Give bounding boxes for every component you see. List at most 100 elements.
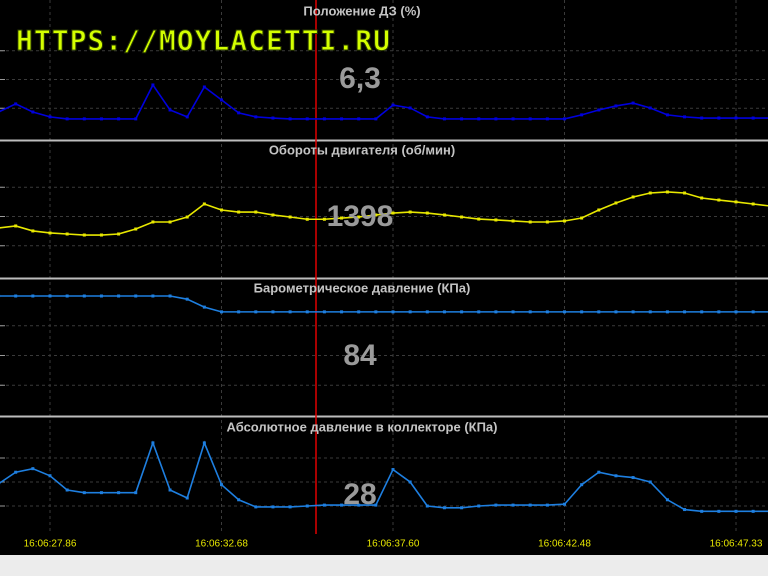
data-point: [185, 215, 189, 219]
cursor-readout: 6,3: [339, 62, 381, 95]
data-point: [442, 213, 446, 217]
data-point: [340, 216, 344, 220]
panel-title: Барометрическое давление (КПа): [254, 280, 471, 295]
data-point: [631, 101, 635, 105]
data-point: [563, 117, 566, 121]
data-point: [271, 310, 275, 314]
data-point: [202, 441, 206, 445]
data-point: [442, 310, 446, 314]
data-point: [528, 220, 532, 224]
data-point: [14, 224, 18, 228]
x-tick-label: 16:06:32.68: [195, 539, 248, 550]
data-point: [700, 196, 704, 200]
data-point: [288, 215, 292, 219]
data-point: [597, 310, 601, 314]
data-point: [117, 491, 121, 495]
data-point: [683, 508, 687, 512]
data-point: [14, 102, 18, 106]
data-point: [614, 104, 618, 108]
data-point: [220, 310, 223, 314]
data-point: [425, 115, 429, 119]
data-point: [563, 502, 566, 506]
data-point: [340, 117, 344, 121]
data-point: [288, 310, 292, 314]
data-point: [271, 116, 275, 120]
data-point: [322, 310, 326, 314]
data-point: [442, 117, 446, 121]
data-point: [117, 117, 121, 121]
data-point: [202, 202, 206, 206]
data-point: [322, 217, 326, 221]
data-point: [31, 229, 35, 233]
data-point: [48, 294, 52, 298]
data-point: [648, 480, 652, 484]
data-point: [237, 210, 241, 214]
data-point: [168, 294, 172, 298]
data-point: [31, 110, 35, 114]
data-point: [751, 116, 755, 120]
data-point: [614, 201, 618, 205]
data-point: [65, 294, 69, 298]
data-point: [717, 310, 721, 314]
data-point: [391, 468, 395, 472]
data-point: [665, 310, 669, 314]
x-tick-label: 16:06:47.33: [710, 539, 763, 550]
data-point: [254, 115, 258, 119]
data-point: [665, 190, 669, 194]
data-point: [202, 85, 206, 89]
data-point: [700, 116, 704, 120]
data-point: [425, 211, 429, 215]
cursor-readout: 84: [343, 339, 377, 372]
data-point: [220, 208, 223, 212]
data-point: [168, 220, 172, 224]
data-point: [254, 310, 258, 314]
data-point: [14, 294, 18, 298]
data-point: [717, 198, 721, 202]
x-tick-label: 16:06:42.48: [538, 539, 591, 550]
data-point: [134, 227, 138, 231]
data-point: [48, 115, 52, 119]
data-point: [648, 310, 652, 314]
data-point: [151, 441, 155, 445]
data-point: [322, 503, 326, 507]
data-point: [288, 505, 292, 509]
data-point: [545, 310, 549, 314]
panel-title: Положение ДЗ (%): [303, 3, 420, 18]
data-point: [563, 219, 566, 223]
data-point: [185, 297, 189, 301]
data-point: [597, 208, 601, 212]
data-point: [683, 191, 687, 195]
data-point: [151, 294, 155, 298]
data-point: [460, 215, 464, 219]
data-point: [631, 476, 635, 480]
data-point: [717, 509, 721, 513]
data-point: [254, 210, 258, 214]
data-point: [305, 310, 309, 314]
data-point: [683, 115, 687, 119]
data-point: [580, 216, 584, 220]
data-point: [528, 503, 532, 507]
data-point: [700, 310, 704, 314]
data-point: [751, 509, 755, 513]
data-point: [477, 117, 481, 121]
data-point: [734, 509, 738, 513]
data-point: [580, 483, 584, 487]
data-point: [340, 503, 344, 507]
data-point: [168, 108, 172, 112]
data-point: [700, 509, 704, 513]
data-point: [65, 117, 69, 121]
data-point: [168, 488, 172, 492]
data-point: [237, 310, 241, 314]
status-strip: [0, 555, 768, 576]
data-point: [185, 496, 189, 500]
data-point: [545, 220, 549, 224]
data-point: [237, 111, 241, 115]
data-point: [408, 310, 412, 314]
data-point: [374, 213, 378, 217]
data-point: [580, 113, 584, 117]
data-point: [545, 117, 549, 121]
data-point: [477, 217, 481, 221]
data-point: [545, 503, 549, 507]
cursor-readout: 28: [343, 478, 376, 511]
